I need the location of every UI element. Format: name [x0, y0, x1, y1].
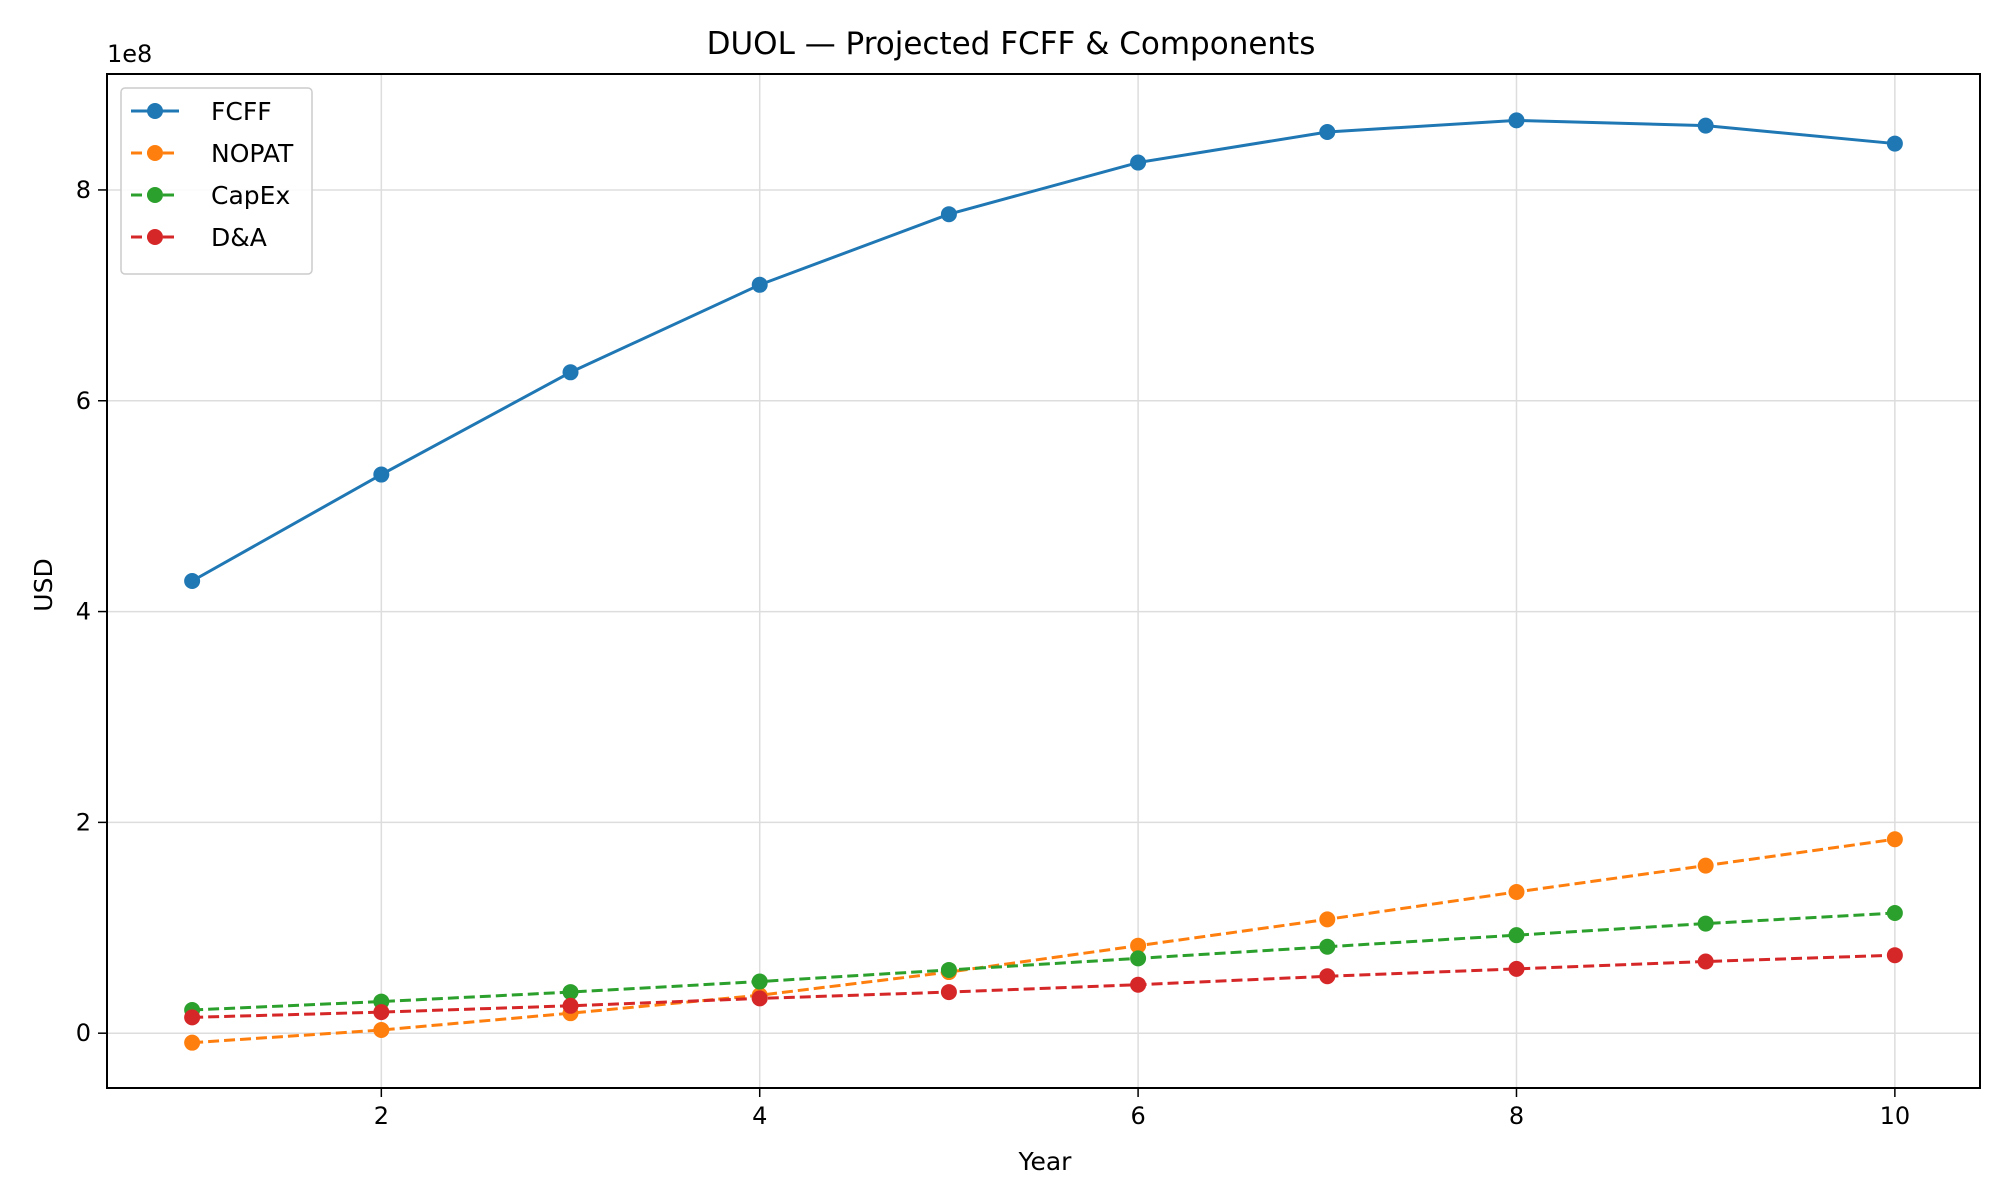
series-line-nopat	[192, 837, 1896, 1045]
data-point-d-a	[751, 990, 768, 1007]
series-line-fcff	[191, 118, 1896, 583]
series-line-capex	[192, 911, 1895, 1012]
data-point-d-a	[184, 1009, 201, 1026]
data-point-nopat	[1886, 831, 1903, 848]
data-point-nopat	[1130, 937, 1147, 954]
data-point-fcff	[373, 466, 390, 483]
data-point-capex	[940, 961, 957, 978]
x-tick-label: 6	[1130, 1102, 1145, 1130]
data-point-capex	[1697, 915, 1714, 932]
data-point-nopat	[1508, 883, 1525, 900]
x-axis-label: Year	[1018, 1147, 1073, 1176]
data-point-d-a	[1319, 968, 1336, 985]
data-point-nopat	[184, 1034, 201, 1051]
data-point-d-a	[1697, 953, 1714, 970]
data-point-d-a	[1130, 976, 1147, 993]
data-point-d-a	[562, 997, 579, 1014]
y-offset-label: 1e8	[107, 40, 152, 68]
data-point-d-a	[1886, 947, 1903, 964]
data-point-fcff	[1319, 123, 1336, 140]
data-point-nopat	[1697, 857, 1714, 874]
series-d-a	[184, 947, 1903, 1026]
data-point-d-a	[373, 1004, 390, 1021]
legend: FCFF NOPAT CapEx D&A	[120, 87, 313, 275]
data-point-capex	[1130, 950, 1147, 967]
legend-label-capex: CapEx	[211, 181, 290, 210]
y-tick-label: 4	[76, 598, 91, 626]
legend-marker-nopat	[147, 145, 163, 161]
plot-frame	[106, 73, 1981, 1089]
series-fcff	[184, 112, 1903, 589]
legend-marker-d-a	[147, 229, 163, 245]
data-point-fcff	[751, 276, 768, 293]
data-point-d-a	[940, 984, 957, 1001]
y-tick-label: 6	[76, 387, 91, 415]
axis-ticks: 2 4 6 8 10 0 2 4 6 8	[76, 176, 1910, 1130]
x-tick-label: 4	[752, 1102, 767, 1130]
y-tick-label: 2	[76, 808, 91, 836]
y-tick-label: 8	[76, 176, 91, 204]
legend-box	[120, 87, 313, 275]
data-point-nopat	[373, 1022, 390, 1039]
legend-label-fcff: FCFF	[211, 97, 272, 126]
data-point-fcff	[1886, 135, 1903, 152]
series-nopat	[184, 831, 1903, 1051]
y-axis-label: USD	[29, 558, 58, 611]
legend-label-d-a: D&A	[211, 223, 267, 252]
legend-marker-capex	[147, 187, 163, 203]
data-point-d-a	[1508, 960, 1525, 977]
data-point-capex	[562, 984, 579, 1001]
series-line-d-a	[192, 953, 1895, 1019]
chart-title: DUOL — Projected FCFF & Components	[707, 26, 1316, 62]
x-tick-label: 8	[1509, 1102, 1524, 1130]
y-tick-label: 0	[76, 1019, 91, 1047]
series-group	[184, 112, 1903, 1051]
data-point-fcff	[1697, 117, 1714, 134]
x-tick-label: 10	[1880, 1102, 1911, 1130]
grid	[107, 74, 1980, 1088]
legend-marker-fcff	[147, 103, 163, 119]
legend-label-nopat: NOPAT	[211, 139, 294, 168]
data-point-fcff	[1508, 112, 1525, 129]
data-point-fcff	[1130, 154, 1147, 171]
x-tick-label: 2	[374, 1102, 389, 1130]
data-point-capex	[1508, 927, 1525, 944]
data-point-capex	[1886, 905, 1903, 922]
data-point-fcff	[184, 573, 201, 589]
data-point-nopat	[1319, 911, 1336, 928]
data-point-capex	[751, 973, 768, 990]
series-capex	[184, 905, 1903, 1018]
data-point-fcff	[562, 364, 579, 381]
data-point-fcff	[940, 206, 957, 223]
data-point-capex	[1319, 938, 1336, 955]
